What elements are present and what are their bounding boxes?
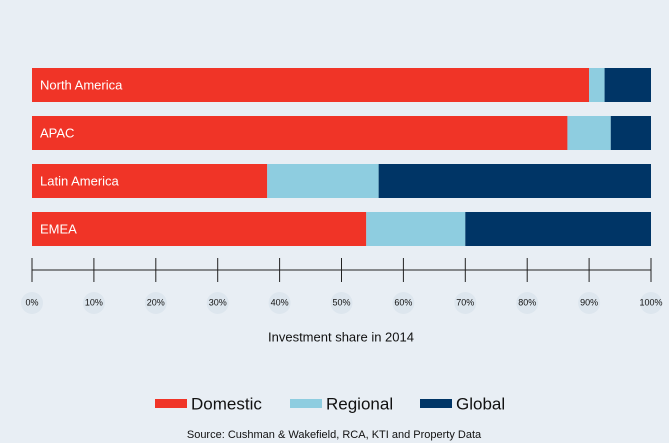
bar-segment — [604, 68, 651, 102]
x-tick-label: 0% — [25, 297, 38, 307]
bar-segment — [267, 164, 379, 198]
x-axis-label: Investment share in 2014 — [268, 329, 414, 344]
bar-segment — [610, 116, 651, 150]
legend-label: Domestic — [191, 394, 262, 413]
tick-label-bg — [330, 292, 353, 314]
x-tick-label: 60% — [394, 297, 412, 307]
x-tick-label: 100% — [639, 297, 662, 307]
category-label: EMEA — [40, 221, 77, 236]
category-label: North America — [40, 77, 123, 92]
bar-segment — [32, 212, 367, 246]
bar-segment — [32, 116, 568, 150]
category-label: APAC — [40, 125, 74, 140]
legend-swatch — [155, 399, 187, 408]
x-tick-label: 50% — [332, 297, 350, 307]
tick-label-bg — [578, 292, 601, 314]
x-tick-label: 80% — [518, 297, 536, 307]
tick-label-bg — [206, 292, 229, 314]
legend-swatch — [420, 399, 452, 408]
bar-segment — [366, 212, 466, 246]
x-tick-label: 70% — [456, 297, 474, 307]
tick-label-bg — [392, 292, 415, 314]
legend-label: Global — [456, 394, 505, 413]
x-tick-label: 90% — [580, 297, 598, 307]
tick-label-bg — [454, 292, 477, 314]
bar-segment — [32, 164, 268, 198]
tick-label-bg — [144, 292, 167, 314]
category-label: Latin America — [40, 173, 120, 188]
x-tick-label: 30% — [209, 297, 227, 307]
source-note: Source: Cushman & Wakefield, RCA, KTI an… — [187, 429, 482, 441]
tick-label-bg — [82, 292, 105, 314]
bar-segment — [567, 116, 611, 150]
tick-label-bg — [640, 292, 662, 314]
legend-label: Regional — [326, 394, 393, 413]
tick-label-bg — [516, 292, 539, 314]
bar-segment — [32, 68, 590, 102]
tick-label-bg — [21, 292, 43, 314]
tick-label-bg — [268, 292, 291, 314]
bar-segment — [378, 164, 651, 198]
bar-segment — [465, 212, 651, 246]
x-tick-label: 20% — [147, 297, 165, 307]
x-tick-label: 40% — [271, 297, 289, 307]
x-tick-label: 10% — [85, 297, 103, 307]
bar-segment — [589, 68, 605, 102]
legend-swatch — [290, 399, 322, 408]
